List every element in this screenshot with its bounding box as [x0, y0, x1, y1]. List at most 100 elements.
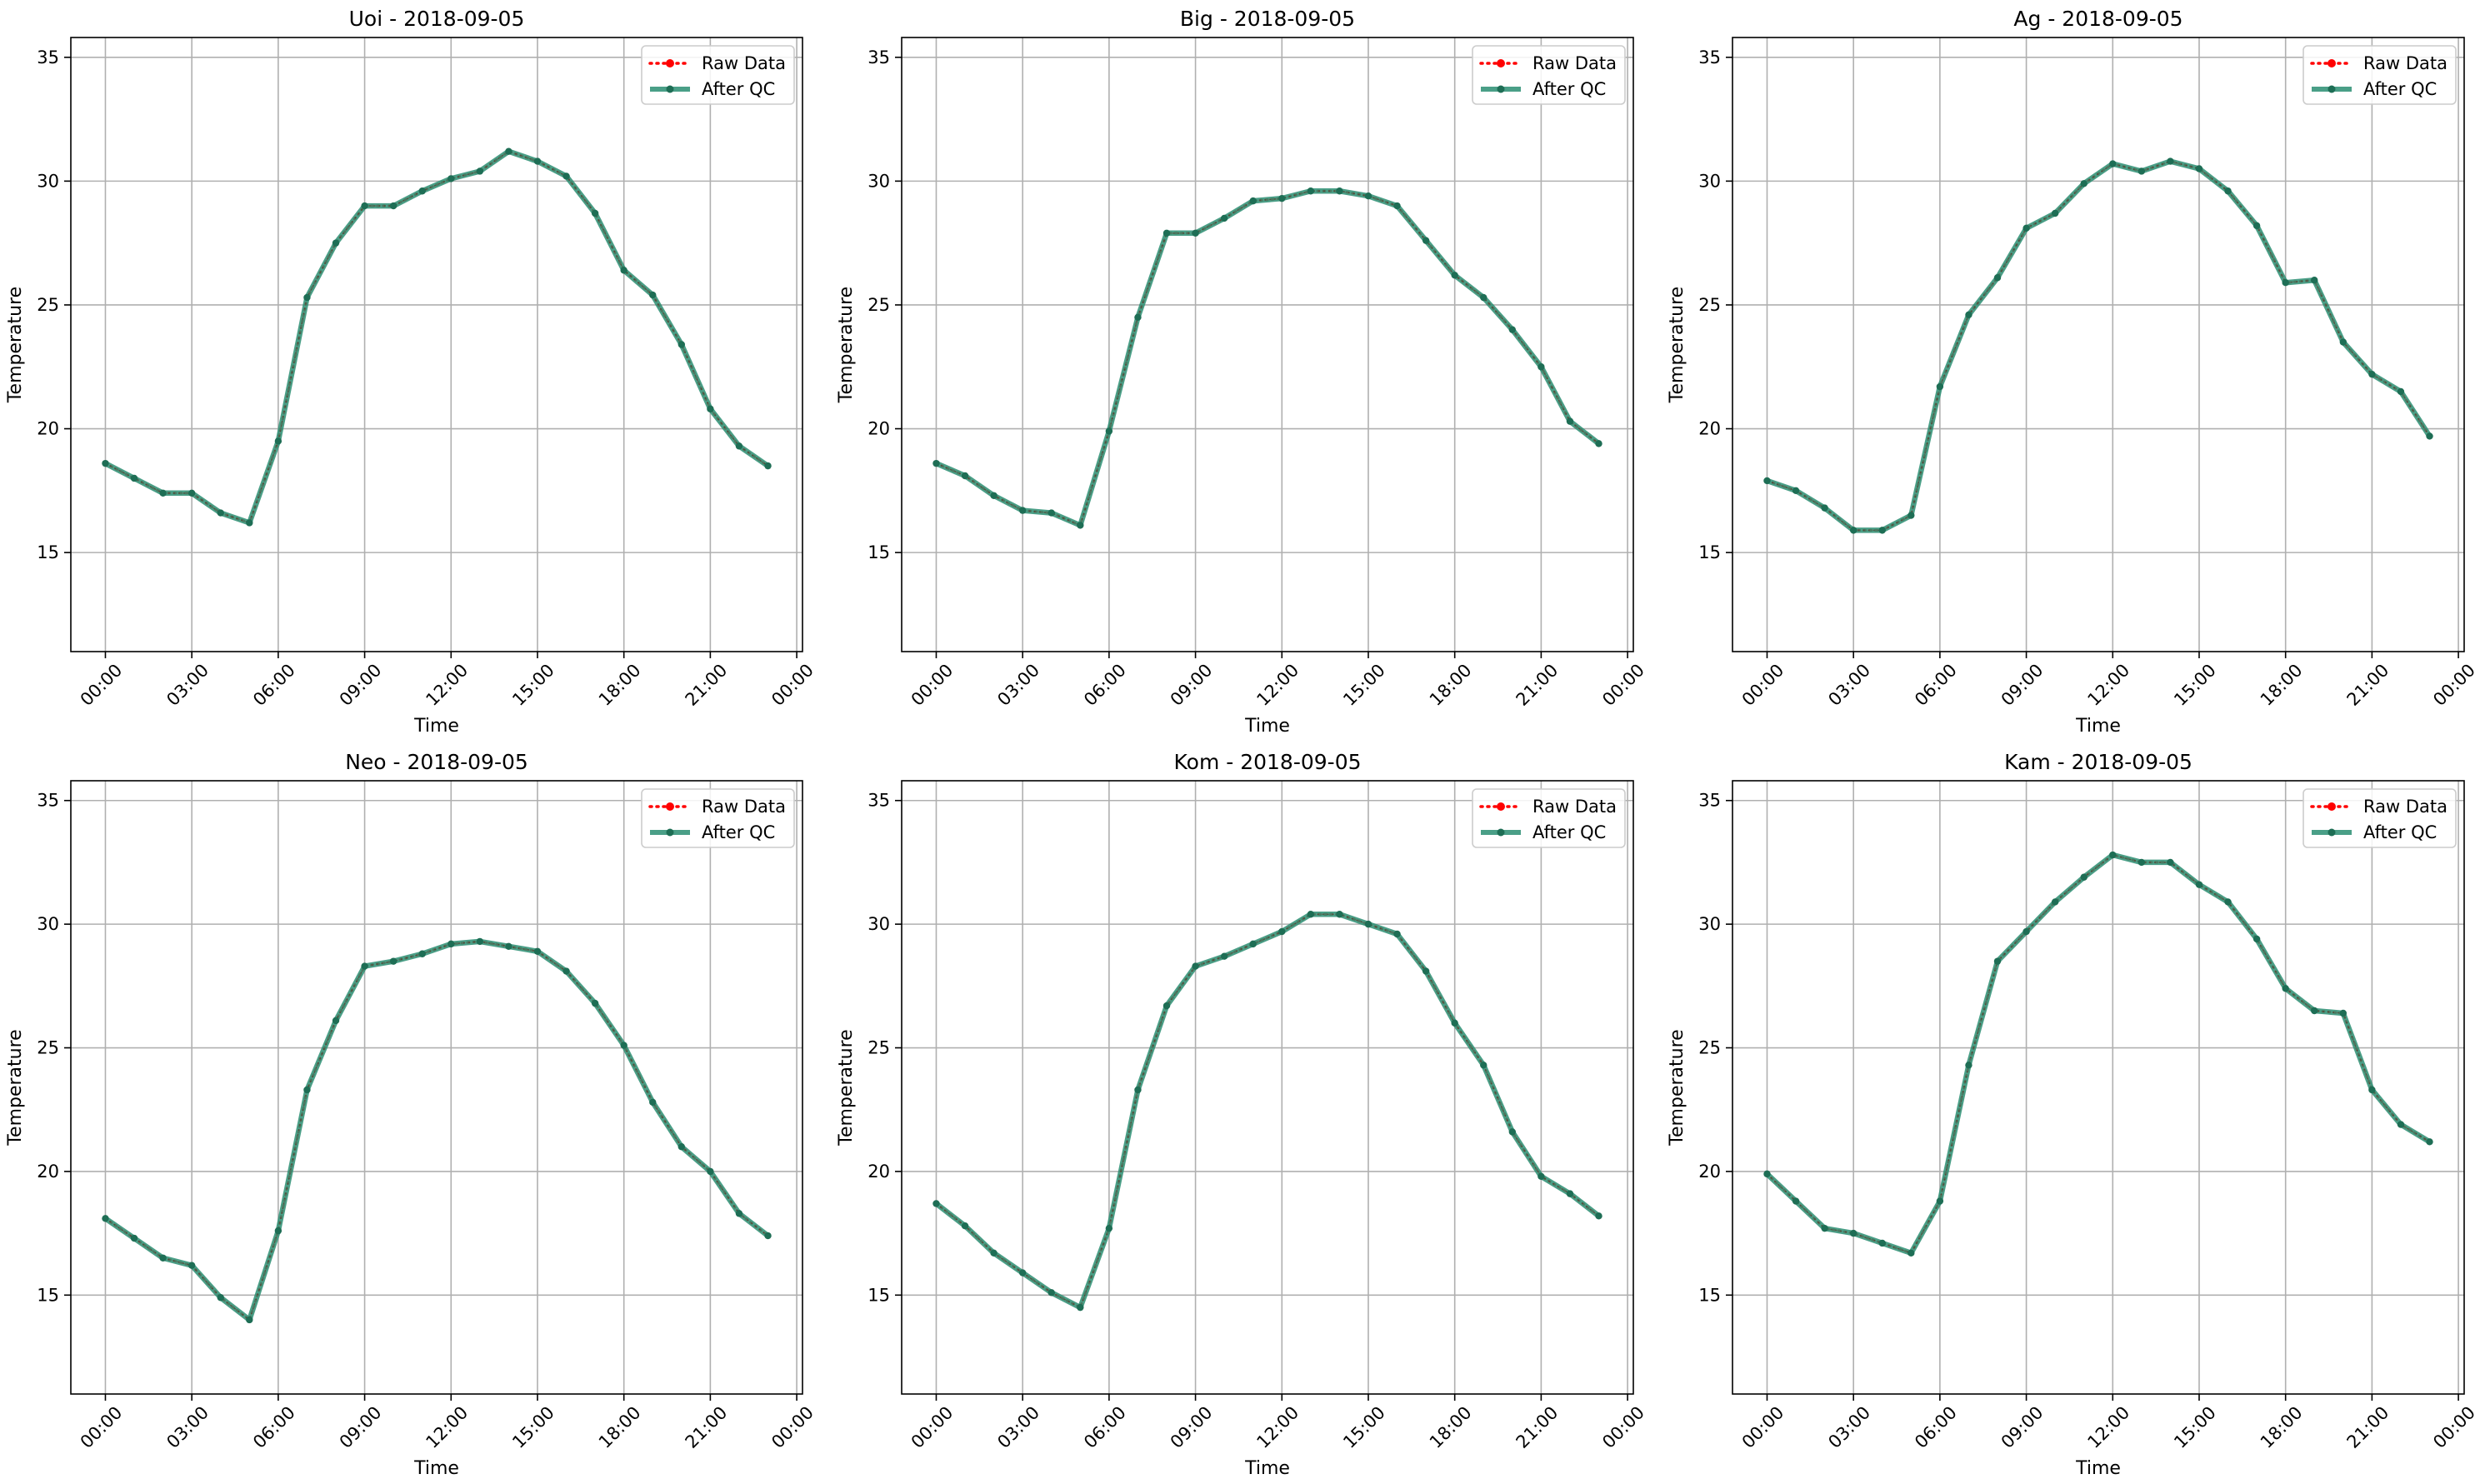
data-point [2109, 160, 2117, 167]
y-axis-label: Temperature [836, 1029, 857, 1146]
data-point [2022, 224, 2030, 232]
data-point [1336, 187, 1343, 195]
y-tick-label: 25 [1698, 1038, 1721, 1058]
data-point [1220, 214, 1228, 222]
legend-marker-after-qc [666, 85, 674, 93]
data-point [2195, 881, 2203, 888]
data-point [1077, 1303, 1084, 1312]
series-line-after-qc [934, 912, 1601, 1311]
legend-label-after-qc: After QC [702, 822, 775, 842]
x-tick-label: 06:00 [249, 660, 299, 710]
data-point [332, 239, 340, 247]
x-tick-label: 09:00 [336, 660, 386, 710]
legend: Raw Data After QC [2302, 788, 2457, 848]
data-point [1364, 920, 1372, 928]
data-point [389, 202, 398, 210]
chart-title: Ag - 2018-09-05 [2013, 7, 2182, 31]
y-tick-label: 30 [868, 171, 890, 191]
x-tick-label: 18:00 [595, 1402, 645, 1452]
y-tick-label: 25 [868, 295, 890, 315]
data-point [2311, 277, 2318, 284]
data-point [1908, 512, 1915, 519]
x-tick-label: 21:00 [1512, 660, 1562, 710]
x-tick-label: 15:00 [2170, 1402, 2220, 1452]
chart-panel-5: 00:00 03:00 06:00 09:00 12:00 15:00 18:00 21:00… [836, 750, 1648, 1479]
data-point [649, 1098, 657, 1107]
data-point [1307, 187, 1315, 195]
chart-title: Kam - 2018-09-05 [2004, 750, 2192, 774]
legend-label-raw-data: Raw Data [702, 53, 786, 73]
data-point [1077, 522, 1084, 529]
data-point [764, 462, 772, 470]
y-tick-label: 30 [37, 171, 59, 191]
plot-frame [901, 780, 1634, 1395]
data-point [1821, 1224, 1828, 1232]
legend-label-raw-data: Raw Data [2363, 797, 2448, 817]
x-tick-label: 00:00 [768, 1402, 818, 1452]
data-point [159, 489, 167, 497]
data-point [1508, 1128, 1517, 1136]
data-point [1480, 1062, 1488, 1069]
y-tick-label: 20 [868, 419, 890, 439]
data-point [533, 157, 542, 165]
data-point [1821, 504, 1828, 512]
data-point [562, 967, 570, 975]
data-point [2138, 167, 2146, 175]
data-point [961, 472, 969, 480]
y-tick-label: 20 [1698, 419, 1721, 439]
x-tick-label: 00:00 [1738, 1402, 1788, 1452]
data-point [1018, 1269, 1027, 1277]
data-point [1595, 1212, 1602, 1220]
data-point [932, 459, 940, 467]
chart-title: Uoi - 2018-09-05 [349, 7, 525, 31]
y-tick-label: 15 [1698, 1285, 1721, 1305]
x-tick-label: 21:00 [682, 660, 732, 710]
data-point [2167, 157, 2174, 165]
data-point [1763, 1170, 1771, 1178]
data-point [418, 950, 426, 957]
legend-label-after-qc: After QC [2363, 822, 2437, 842]
data-point [2195, 165, 2203, 172]
data-point [1566, 417, 1574, 425]
y-tick-label: 15 [868, 542, 890, 562]
y-tick-label: 15 [1698, 542, 1721, 562]
data-point [562, 172, 570, 180]
data-point [217, 509, 224, 517]
series-line-raw-overlay [936, 190, 1600, 527]
data-point [1993, 274, 2002, 282]
legend-marker-raw-data [1497, 802, 1505, 811]
x-tick-label: 00:00 [908, 1402, 958, 1452]
data-point [418, 187, 426, 195]
y-tick-label: 35 [1698, 791, 1721, 811]
chart-title: Kom - 2018-09-05 [1174, 750, 1362, 774]
data-point [2051, 209, 2059, 217]
data-point [332, 1017, 340, 1025]
x-tick-label: 09:00 [1167, 660, 1217, 710]
data-point [990, 492, 998, 499]
data-point [2051, 898, 2059, 906]
x-tick-label: 18:00 [2257, 1402, 2307, 1452]
legend-marker-after-qc [666, 828, 674, 837]
x-tick-label: 06:00 [1911, 660, 1961, 710]
data-point [130, 474, 138, 482]
data-point [1965, 1062, 1972, 1069]
data-point [620, 1042, 628, 1049]
series-line-after-qc [1765, 852, 2432, 1257]
data-point [1307, 911, 1315, 918]
data-point [1192, 229, 1199, 237]
y-tick-label: 25 [37, 1038, 59, 1058]
data-point [533, 947, 542, 955]
data-point [591, 209, 599, 217]
data-point [932, 1200, 940, 1207]
x-tick-label: 15:00 [508, 1402, 558, 1452]
x-tick-label: 12:00 [422, 1402, 472, 1452]
plot-frame [901, 37, 1634, 652]
y-tick-label: 35 [868, 47, 890, 67]
data-point [1936, 1197, 1944, 1205]
data-point [1278, 194, 1286, 202]
plot-frame [1732, 37, 2465, 652]
data-point [2426, 1138, 2433, 1146]
x-tick-label: 18:00 [1426, 660, 1476, 710]
chart-panel-1: 00:00 03:00 06:00 09:00 12:00 15:00 18:00 21:00… [5, 7, 818, 737]
chart-panel-6: 00:00 03:00 06:00 09:00 12:00 15:00 18:00 21:00… [1667, 750, 2479, 1479]
